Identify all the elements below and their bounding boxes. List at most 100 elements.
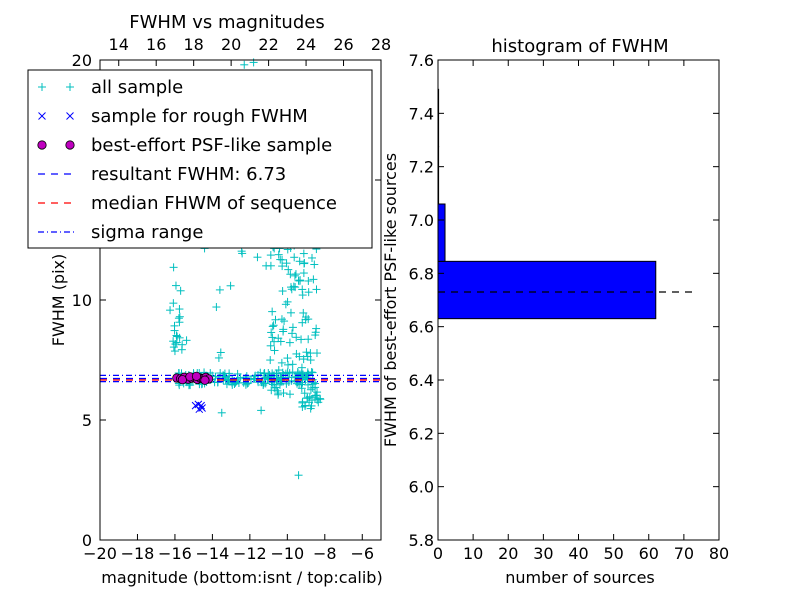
scatter-axes: −20 −18 −16 −14 −12 −10 −8 −6 14 16 18 20 22 24 26 28 0 5… xyxy=(72,35,392,563)
y-tick-label: 6.0 xyxy=(409,478,434,497)
all-sample-point xyxy=(297,384,306,393)
x-tick-label: −8 xyxy=(313,544,337,563)
all-sample-point xyxy=(175,318,184,327)
all-sample-point xyxy=(166,306,175,315)
scatter-title: FWHM vs magnitudes xyxy=(129,12,324,33)
all-sample-point xyxy=(299,355,308,364)
x-tick-label: 20 xyxy=(498,544,518,563)
all-sample-point xyxy=(270,346,279,355)
histogram-axes: 0 10 20 30 40 50 60 70 80 5.8 6.0 6.2 6.4 6.6 6.8 7.0 7.… xyxy=(409,51,730,563)
all-sample-point xyxy=(271,315,280,324)
all-sample-point xyxy=(299,308,308,317)
all-sample-point xyxy=(243,379,252,388)
scatter-legend: all sample sample for rough FWHM best-effo… xyxy=(27,69,373,249)
all-sample-point xyxy=(304,335,313,344)
all-sample-point xyxy=(284,265,293,274)
all-sample-point xyxy=(216,348,225,357)
all-sample-point xyxy=(298,378,307,387)
all-sample-point xyxy=(298,291,307,300)
all-sample-point xyxy=(295,352,304,361)
all-sample-point xyxy=(172,338,181,347)
legend-marker-dot xyxy=(37,140,47,150)
all-sample-point xyxy=(297,335,306,344)
x-tick-label: −16 xyxy=(158,544,192,563)
rough-fwhm-point-b xyxy=(198,404,206,412)
all-sample-point xyxy=(282,259,291,268)
legend-label: sample for rough FWHM xyxy=(91,106,308,127)
all-sample-point xyxy=(283,354,292,363)
all-sample-point xyxy=(217,408,226,417)
all-sample-point xyxy=(291,270,300,279)
all-sample-point xyxy=(257,406,266,415)
all-sample-point xyxy=(277,373,286,382)
top-x-tick-label: 24 xyxy=(296,35,316,54)
x-tick-label: 10 xyxy=(463,544,483,563)
top-x-tick-label: 20 xyxy=(221,35,241,54)
all-sample-point xyxy=(301,373,310,382)
all-sample-point xyxy=(172,331,181,340)
all-sample-point xyxy=(312,285,321,294)
legend-marker-dot xyxy=(65,140,75,150)
all-sample-point xyxy=(253,253,262,262)
all-sample-point xyxy=(304,288,313,297)
legend-entry: all sample xyxy=(38,77,183,98)
histogram-bar xyxy=(437,260,657,320)
all-sample-point xyxy=(310,260,319,269)
all-sample-point xyxy=(290,253,299,262)
all-sample-point xyxy=(259,380,268,389)
legend-label: best-effort PSF-like sample xyxy=(91,135,332,156)
all-sample-point xyxy=(274,334,283,343)
rough-fwhm-point xyxy=(198,404,206,412)
x-tick-label: −14 xyxy=(196,544,230,563)
all-sample-point xyxy=(170,321,179,330)
all-sample-point xyxy=(214,353,223,362)
legend-label: all sample xyxy=(91,77,183,98)
all-sample-point xyxy=(178,340,187,349)
y-tick-label: 6.6 xyxy=(409,318,434,337)
legend-marker xyxy=(37,140,47,150)
all-sample-point xyxy=(182,336,191,345)
all-sample-point xyxy=(269,321,278,330)
all-sample-point xyxy=(297,363,306,372)
all-sample-point xyxy=(212,303,221,312)
x-tick-label: 40 xyxy=(568,544,588,563)
psf-like-point xyxy=(191,371,202,381)
legend-label: median FHWM of sequence xyxy=(91,193,337,214)
x-tick-label: −6 xyxy=(350,544,374,563)
legend-marker xyxy=(65,140,75,150)
all-sample-point xyxy=(295,257,304,266)
all-sample-point xyxy=(266,341,275,350)
legend-entry: median FHWM of sequence xyxy=(38,193,337,214)
all-sample-point xyxy=(274,366,283,375)
x-tick-label: 50 xyxy=(603,544,623,563)
all-sample-point xyxy=(288,323,297,332)
y-tick-label: 7.4 xyxy=(409,104,434,123)
all-sample-point xyxy=(275,379,284,388)
all-sample-point xyxy=(288,360,297,369)
all-sample-point xyxy=(294,276,303,285)
y-tick-label: 7.2 xyxy=(409,158,434,177)
legend-marker xyxy=(66,83,74,91)
top-x-tick-label: 22 xyxy=(258,35,278,54)
all-sample-point xyxy=(169,263,178,272)
all-sample-point xyxy=(285,338,294,347)
top-x-tick-label: 28 xyxy=(371,35,391,54)
all-sample-point xyxy=(238,249,247,258)
all-sample-point xyxy=(262,261,271,270)
histogram-chart: histogram of FWHM 0 10 20 30 40 50 60 70 80 5.8 6.… xyxy=(381,36,729,587)
legend-marker-b xyxy=(66,112,74,120)
all-sample-point xyxy=(283,297,292,306)
scatter-y-axis-label: FWHM (pix) xyxy=(49,254,68,347)
all-sample-point xyxy=(170,347,179,356)
all-sample-point xyxy=(300,389,309,398)
all-sample-point xyxy=(306,356,315,365)
rough-fwhm-point-b xyxy=(197,401,206,410)
x-tick-label: 0 xyxy=(433,544,443,563)
legend-entry: sample for rough FWHM xyxy=(38,106,308,127)
all-sample-point xyxy=(279,325,288,334)
all-sample-point xyxy=(266,356,275,365)
x-tick-label: −18 xyxy=(121,544,155,563)
all-sample-point xyxy=(305,392,314,401)
all-sample-point xyxy=(267,328,276,337)
y-tick-label: 10 xyxy=(72,291,92,310)
